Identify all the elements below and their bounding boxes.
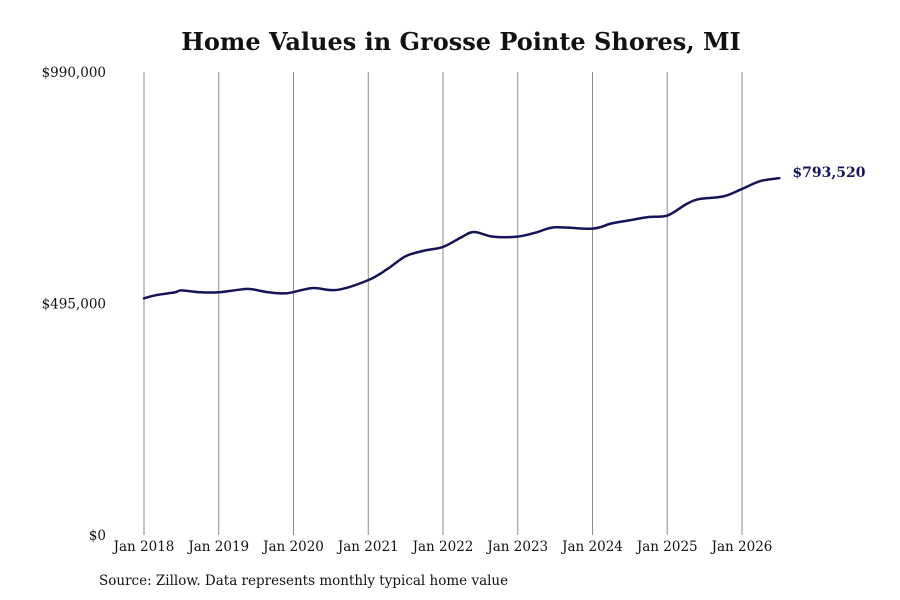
x-tick-label: Jan 2024	[560, 539, 623, 555]
end-label-layer: $793,520	[792, 165, 865, 181]
y-axis-ticks: $0 $495,000 $990,000	[42, 65, 106, 544]
source-note: Source: Zillow. Data represents monthly …	[99, 573, 509, 589]
x-tick-label: Jan 2021	[336, 539, 399, 555]
x-axis-ticks: Jan 2018 Jan 2019 Jan 2020 Jan 2021 Jan 2022…	[112, 539, 773, 555]
x-tick-label: Jan 2025	[635, 539, 698, 555]
y-tick-label: $990,000	[42, 65, 106, 81]
chart-title: Home Values in Grosse Pointe Shores, MI	[181, 27, 741, 56]
y-tick-label: $495,000	[42, 297, 106, 313]
x-tick-label: Jan 2022	[411, 539, 474, 555]
y-tick-label: $0	[89, 528, 106, 544]
x-tick-label: Jan 2020	[261, 539, 324, 555]
x-tick-label: Jan 2018	[112, 539, 175, 555]
x-tick-label: Jan 2019	[186, 539, 249, 555]
x-tick-label: Jan 2026	[710, 539, 773, 555]
series-layer	[142, 176, 781, 300]
end-value-label: $793,520	[792, 165, 865, 181]
x-tick-label: Jan 2023	[485, 539, 548, 555]
series-line-0	[142, 176, 781, 300]
grid-lines	[143, 72, 743, 535]
